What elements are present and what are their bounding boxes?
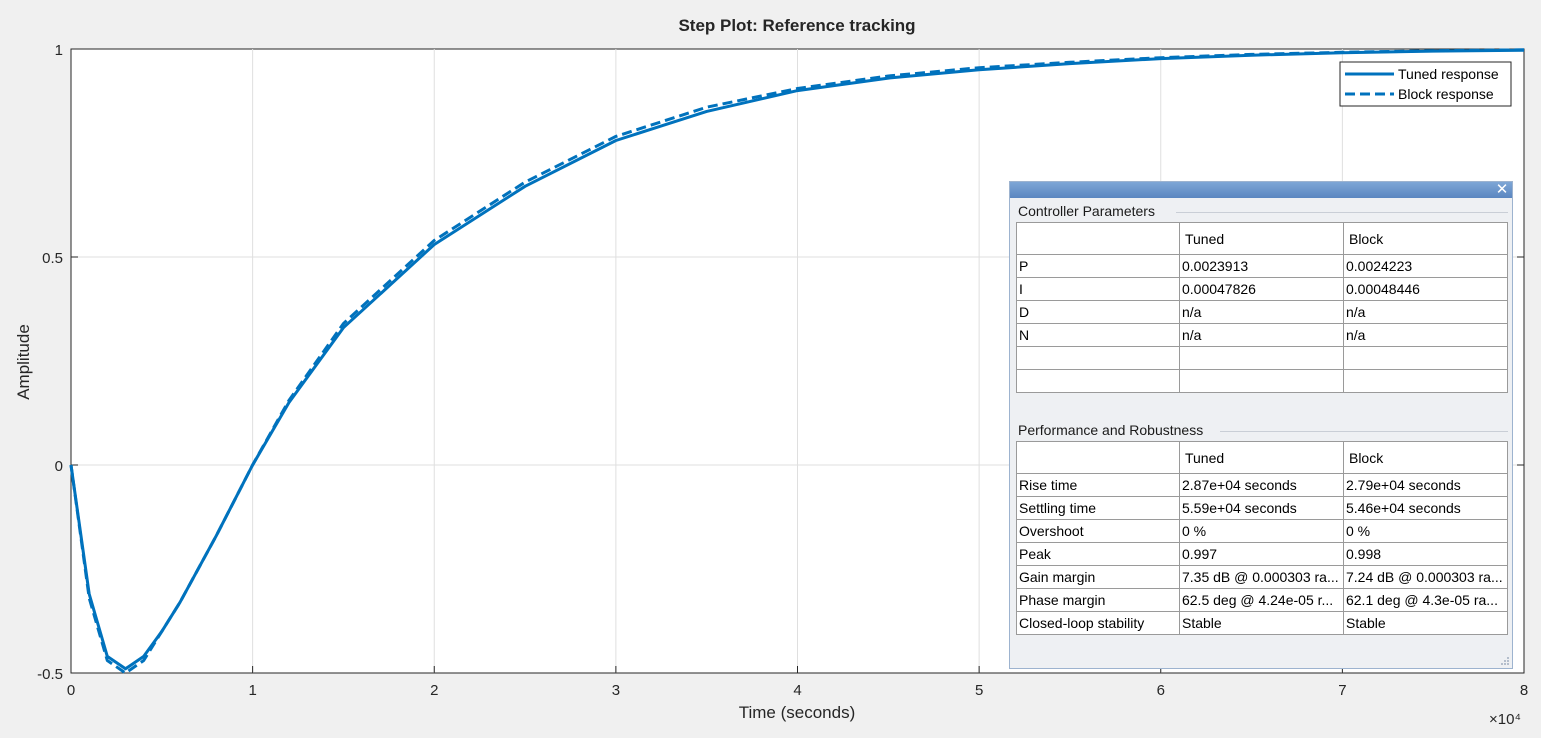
group-divider bbox=[1220, 431, 1508, 432]
x-exponent-label: ×10⁴ bbox=[1489, 711, 1521, 728]
table-row: P 0.0023913 0.0024223 bbox=[1016, 254, 1509, 278]
table-row: Closed-loop stability Stable Stable bbox=[1016, 611, 1509, 635]
value-cell: 0 % bbox=[1342, 519, 1509, 543]
legend-box bbox=[1339, 61, 1512, 107]
x-tick-label: 4 bbox=[793, 682, 801, 699]
series-layer bbox=[69, 48, 1525, 675]
performance-robustness-label: Performance and Robustness bbox=[1018, 422, 1204, 438]
column-header bbox=[1016, 441, 1180, 474]
column-header bbox=[1016, 222, 1180, 255]
group-divider bbox=[1176, 212, 1508, 213]
column-header: Tuned bbox=[1178, 222, 1344, 255]
x-tick-label: 2 bbox=[430, 682, 438, 699]
value-cell: 0.997 bbox=[1178, 542, 1344, 566]
row-label-cell: Gain margin bbox=[1016, 565, 1180, 589]
resize-grip-icon[interactable] bbox=[1499, 655, 1509, 665]
table-header-row: Tuned Block bbox=[1016, 222, 1509, 255]
value-cell: 0 % bbox=[1178, 519, 1344, 543]
block-response-line bbox=[69, 48, 1525, 675]
chart-title: Step Plot: Reference tracking bbox=[678, 16, 915, 35]
table-header-row: Tuned Block bbox=[1016, 441, 1509, 474]
row-label-cell: Phase margin bbox=[1016, 588, 1180, 612]
table-row bbox=[1016, 346, 1509, 370]
value-cell: 5.59e+04 seconds bbox=[1178, 496, 1344, 520]
value-cell bbox=[1342, 346, 1509, 370]
value-cell bbox=[1178, 346, 1344, 370]
row-label-cell: Overshoot bbox=[1016, 519, 1180, 543]
value-cell: 2.87e+04 seconds bbox=[1178, 473, 1344, 497]
row-label-cell: Settling time bbox=[1016, 496, 1180, 520]
row-label-cell: Rise time bbox=[1016, 473, 1180, 497]
table-row: Phase margin 62.5 deg @ 4.24e-05 r... 62.1… bbox=[1016, 588, 1509, 612]
x-tick-label: 3 bbox=[612, 682, 620, 699]
value-cell: 62.1 deg @ 4.3e-05 ra... bbox=[1342, 588, 1509, 612]
value-cell: n/a bbox=[1342, 300, 1509, 324]
row-label-cell: I bbox=[1016, 277, 1180, 301]
table-row: Settling time 5.59e+04 seconds 5.46e+04 se… bbox=[1016, 496, 1509, 520]
y-tick-label: 0 bbox=[55, 458, 63, 475]
table-row: Gain margin 7.35 dB @ 0.000303 ra... 7.24 … bbox=[1016, 565, 1509, 589]
row-label-cell: P bbox=[1016, 254, 1180, 278]
column-header: Tuned bbox=[1178, 441, 1344, 474]
value-cell bbox=[1342, 369, 1509, 393]
value-cell: n/a bbox=[1342, 323, 1509, 347]
y-tick-label: 1 bbox=[55, 42, 63, 59]
x-axis-label: Time (seconds) bbox=[739, 703, 856, 722]
table-row: Overshoot 0 % 0 % bbox=[1016, 519, 1509, 543]
close-icon[interactable]: ✕ bbox=[1495, 180, 1509, 198]
tuning-results-panel: ✕ Controller Parameters Tuned Block P 0.002… bbox=[1009, 181, 1513, 669]
row-label-cell: D bbox=[1016, 300, 1180, 324]
y-tick-label: -0.5 bbox=[37, 666, 63, 683]
value-cell: 0.998 bbox=[1342, 542, 1509, 566]
y-axis-label: Amplitude bbox=[14, 324, 33, 400]
y-tick-label: 0.5 bbox=[42, 250, 63, 267]
value-cell: 7.35 dB @ 0.000303 ra... bbox=[1178, 565, 1344, 589]
value-cell: 0.0024223 bbox=[1342, 254, 1509, 278]
x-tick-label: 0 bbox=[67, 682, 75, 699]
row-label-cell bbox=[1016, 346, 1180, 370]
x-tick-label: 5 bbox=[975, 682, 983, 699]
row-label-cell: Closed-loop stability bbox=[1016, 611, 1180, 635]
value-cell: 7.24 dB @ 0.000303 ra... bbox=[1342, 565, 1509, 589]
table-row: Rise time 2.87e+04 seconds 2.79e+04 second… bbox=[1016, 473, 1509, 497]
tick-labels: 0 1 2 3 4 5 6 7 8-0.500.51 bbox=[37, 42, 1528, 699]
value-cell: Stable bbox=[1342, 611, 1509, 635]
x-tick-label: 8 bbox=[1520, 682, 1528, 699]
x-tick-label: 7 bbox=[1338, 682, 1346, 699]
controller-parameters-table: Tuned Block P 0.0023913 0.0024223 I 0.00047826… bbox=[1016, 222, 1509, 393]
x-tick-label: 1 bbox=[248, 682, 256, 699]
table-row: I 0.00047826 0.00048446 bbox=[1016, 277, 1509, 301]
value-cell: 62.5 deg @ 4.24e-05 r... bbox=[1178, 588, 1344, 612]
value-cell: 0.0023913 bbox=[1178, 254, 1344, 278]
value-cell: n/a bbox=[1178, 323, 1344, 347]
performance-robustness-table: Tuned Block Rise time 2.87e+04 seconds 2.79e… bbox=[1016, 441, 1509, 635]
value-cell: 2.79e+04 seconds bbox=[1342, 473, 1509, 497]
legend[interactable]: Tuned response Block response bbox=[1339, 61, 1512, 107]
column-header: Block bbox=[1342, 222, 1509, 255]
column-header: Block bbox=[1342, 441, 1509, 474]
row-label-cell: Peak bbox=[1016, 542, 1180, 566]
table-row bbox=[1016, 369, 1509, 393]
panel-titlebar[interactable]: ✕ bbox=[1010, 180, 1512, 198]
x-tick-label: 6 bbox=[1157, 682, 1165, 699]
value-cell: Stable bbox=[1178, 611, 1344, 635]
controller-parameters-label: Controller Parameters bbox=[1018, 203, 1155, 219]
row-label-cell bbox=[1016, 369, 1180, 393]
value-cell bbox=[1178, 369, 1344, 393]
value-cell: 0.00047826 bbox=[1178, 277, 1344, 301]
value-cell: n/a bbox=[1178, 300, 1344, 324]
legend-entry-label: Block response bbox=[1398, 86, 1494, 102]
row-label-cell: N bbox=[1016, 323, 1180, 347]
table-row: Peak 0.997 0.998 bbox=[1016, 542, 1509, 566]
value-cell: 5.46e+04 seconds bbox=[1342, 496, 1509, 520]
legend-entry-label: Tuned response bbox=[1398, 66, 1499, 82]
value-cell: 0.00048446 bbox=[1342, 277, 1509, 301]
